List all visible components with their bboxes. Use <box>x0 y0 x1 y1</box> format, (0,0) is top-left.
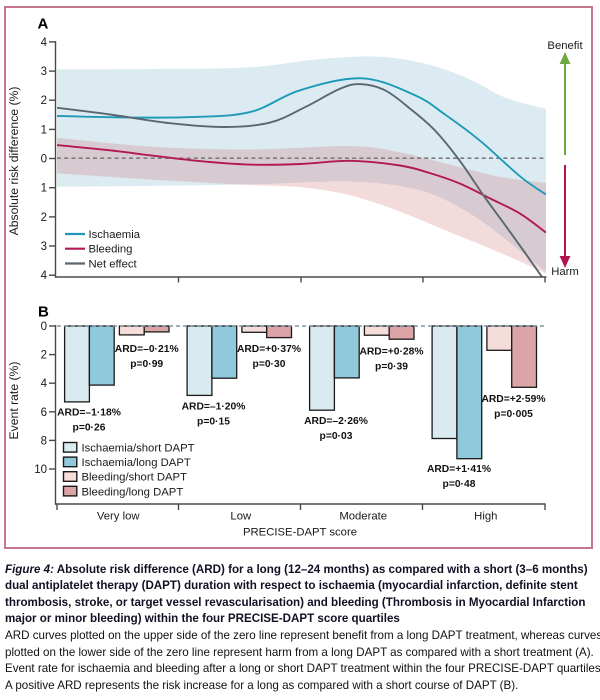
svg-text:p=0·99: p=0·99 <box>130 359 163 370</box>
svg-text:PRECISE-DAPT score: PRECISE-DAPT score <box>243 527 357 539</box>
svg-text:10: 10 <box>34 464 47 476</box>
svg-text:p=0·15: p=0·15 <box>197 417 230 428</box>
svg-text:8: 8 <box>41 435 47 447</box>
svg-text:3: 3 <box>41 241 47 253</box>
svg-text:Ischaemia/long DAPT: Ischaemia/long DAPT <box>82 457 191 469</box>
svg-text:Net effect: Net effect <box>89 259 138 271</box>
svg-text:p=0·005: p=0·005 <box>494 409 533 420</box>
svg-text:ARD=–1·20%: ARD=–1·20% <box>182 402 246 413</box>
svg-text:ARD=+2·59%: ARD=+2·59% <box>481 394 545 405</box>
svg-text:p=0·03: p=0·03 <box>320 431 353 442</box>
svg-text:Harm: Harm <box>551 266 579 278</box>
svg-text:4: 4 <box>41 37 48 49</box>
svg-text:Bleeding: Bleeding <box>89 244 133 256</box>
svg-text:p=0·39: p=0·39 <box>375 362 408 373</box>
svg-text:2: 2 <box>41 350 47 362</box>
svg-text:p=0·30: p=0·30 <box>253 359 286 370</box>
svg-text:ARD=–0·21%: ARD=–0·21% <box>115 344 179 355</box>
svg-text:B: B <box>38 304 49 321</box>
svg-text:2: 2 <box>41 212 47 224</box>
svg-text:ARD=–1·18%: ARD=–1·18% <box>57 408 121 419</box>
svg-text:6: 6 <box>41 407 47 419</box>
svg-text:Bleeding/short DAPT: Bleeding/short DAPT <box>82 472 188 484</box>
svg-text:4: 4 <box>41 378 48 390</box>
svg-text:Very low: Very low <box>97 511 141 523</box>
svg-text:1: 1 <box>41 183 47 195</box>
svg-text:Ischaemia/short DAPT: Ischaemia/short DAPT <box>82 443 195 455</box>
svg-text:2: 2 <box>41 95 47 107</box>
svg-text:Moderate: Moderate <box>339 511 387 523</box>
svg-text:A: A <box>38 16 49 33</box>
svg-text:4: 4 <box>41 270 48 282</box>
svg-text:1: 1 <box>41 124 47 136</box>
svg-text:ARD=+1·41%: ARD=+1·41% <box>427 464 491 475</box>
svg-text:High: High <box>474 511 497 523</box>
svg-text:0: 0 <box>41 154 47 166</box>
svg-text:Benefit: Benefit <box>547 40 583 52</box>
svg-text:p=0·48: p=0·48 <box>443 479 476 490</box>
svg-text:ARD=+0·37%: ARD=+0·37% <box>237 344 301 355</box>
svg-text:p=0·26: p=0·26 <box>73 423 106 434</box>
svg-text:Absolute risk difference (%): Absolute risk difference (%) <box>7 87 21 236</box>
svg-text:Low: Low <box>230 511 252 523</box>
svg-text:Bleeding/long DAPT: Bleeding/long DAPT <box>82 486 184 498</box>
svg-text:0: 0 <box>41 321 47 333</box>
svg-text:ARD=–2·26%: ARD=–2·26% <box>304 416 368 427</box>
svg-text:Event rate (%): Event rate (%) <box>7 362 21 440</box>
svg-text:Ischaemia: Ischaemia <box>89 229 141 241</box>
svg-text:3: 3 <box>41 66 47 78</box>
svg-text:ARD=+0·28%: ARD=+0·28% <box>359 347 423 358</box>
